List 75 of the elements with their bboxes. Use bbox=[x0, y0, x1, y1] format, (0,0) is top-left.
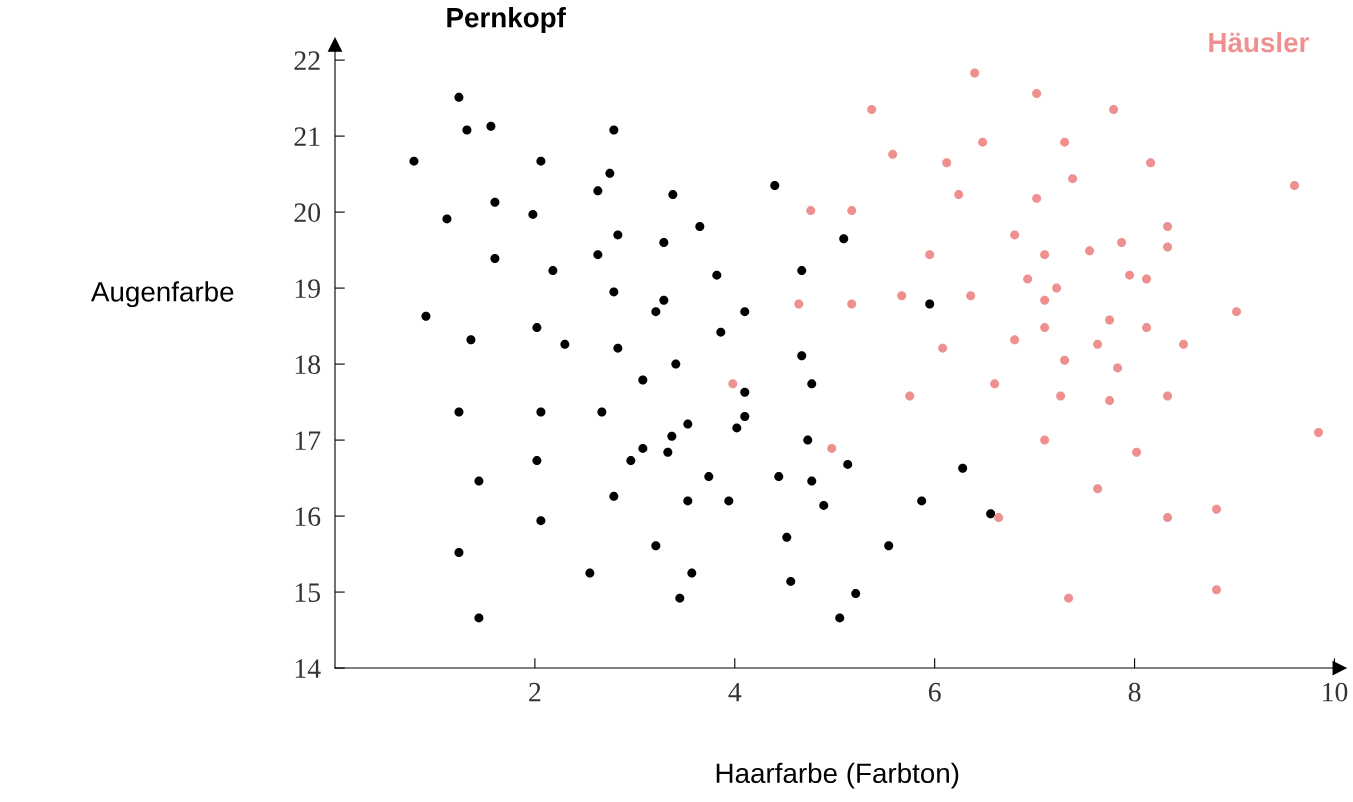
point bbox=[1113, 363, 1123, 373]
point bbox=[954, 190, 964, 200]
point bbox=[847, 299, 857, 309]
point bbox=[1093, 484, 1103, 494]
point bbox=[938, 343, 948, 353]
point bbox=[1010, 230, 1020, 240]
point bbox=[942, 158, 952, 168]
point bbox=[1125, 270, 1135, 280]
point bbox=[1163, 222, 1173, 232]
point bbox=[1060, 355, 1070, 365]
point bbox=[1163, 242, 1173, 252]
point bbox=[1010, 335, 1020, 345]
point bbox=[1068, 174, 1078, 184]
text: Häusler bbox=[1209, 31, 1309, 53]
point bbox=[1163, 513, 1173, 523]
point bbox=[1056, 391, 1066, 401]
point bbox=[1093, 339, 1103, 349]
point bbox=[966, 291, 976, 301]
point bbox=[1105, 315, 1115, 325]
point bbox=[994, 513, 1004, 523]
point bbox=[1142, 274, 1152, 284]
x-tick-label: 2 bbox=[529, 682, 541, 702]
point bbox=[1132, 447, 1142, 457]
x-tick-label: 6 bbox=[928, 682, 941, 702]
point bbox=[1163, 391, 1173, 401]
point bbox=[1117, 238, 1127, 247]
point bbox=[1146, 158, 1156, 168]
point bbox=[1040, 435, 1050, 445]
point bbox=[925, 250, 935, 260]
x-tick-label: 10 bbox=[1323, 682, 1348, 702]
point bbox=[867, 105, 877, 115]
y-tick-label: 19 bbox=[295, 279, 320, 299]
point bbox=[970, 68, 980, 78]
y-tick-label: 21 bbox=[294, 127, 320, 146]
point bbox=[1105, 396, 1115, 406]
point bbox=[1032, 193, 1042, 203]
x-tick-label: 4 bbox=[728, 682, 742, 702]
point bbox=[1212, 585, 1222, 595]
point bbox=[888, 149, 898, 159]
point bbox=[827, 443, 837, 453]
y-axis-title: Augenfarbe bbox=[90, 281, 234, 308]
x-axis-title: Haarfarbe (Farbton) bbox=[716, 762, 959, 789]
y-tick-label: 18 bbox=[295, 355, 321, 374]
point bbox=[1289, 181, 1299, 190]
point bbox=[1179, 339, 1189, 349]
point bbox=[990, 379, 1000, 389]
point bbox=[1040, 250, 1050, 260]
text: Pernkopf bbox=[447, 7, 566, 33]
y-tick-label: 17 bbox=[295, 431, 321, 450]
y-tick-label: 16 bbox=[295, 507, 321, 526]
y-tick-label: 20 bbox=[294, 203, 321, 223]
point bbox=[794, 299, 804, 309]
point bbox=[905, 391, 915, 401]
point bbox=[1032, 89, 1042, 99]
point bbox=[1142, 323, 1152, 333]
y-tick-label: 22 bbox=[294, 51, 320, 70]
point bbox=[847, 206, 857, 216]
point bbox=[728, 379, 738, 389]
point bbox=[1085, 246, 1095, 256]
point bbox=[978, 137, 988, 147]
point bbox=[897, 291, 907, 301]
y-tick-label: 14 bbox=[295, 659, 321, 678]
point bbox=[1064, 593, 1074, 603]
point bbox=[1212, 504, 1222, 514]
point bbox=[1023, 274, 1033, 284]
y-tick-label: 15 bbox=[295, 583, 321, 602]
point bbox=[1109, 105, 1119, 115]
point bbox=[1060, 137, 1070, 147]
x-tick-label: 8 bbox=[1128, 682, 1141, 702]
point bbox=[806, 206, 816, 216]
point bbox=[1040, 295, 1050, 305]
point bbox=[1040, 323, 1050, 333]
point bbox=[1313, 427, 1323, 437]
point bbox=[1052, 283, 1062, 293]
point bbox=[1232, 307, 1242, 317]
